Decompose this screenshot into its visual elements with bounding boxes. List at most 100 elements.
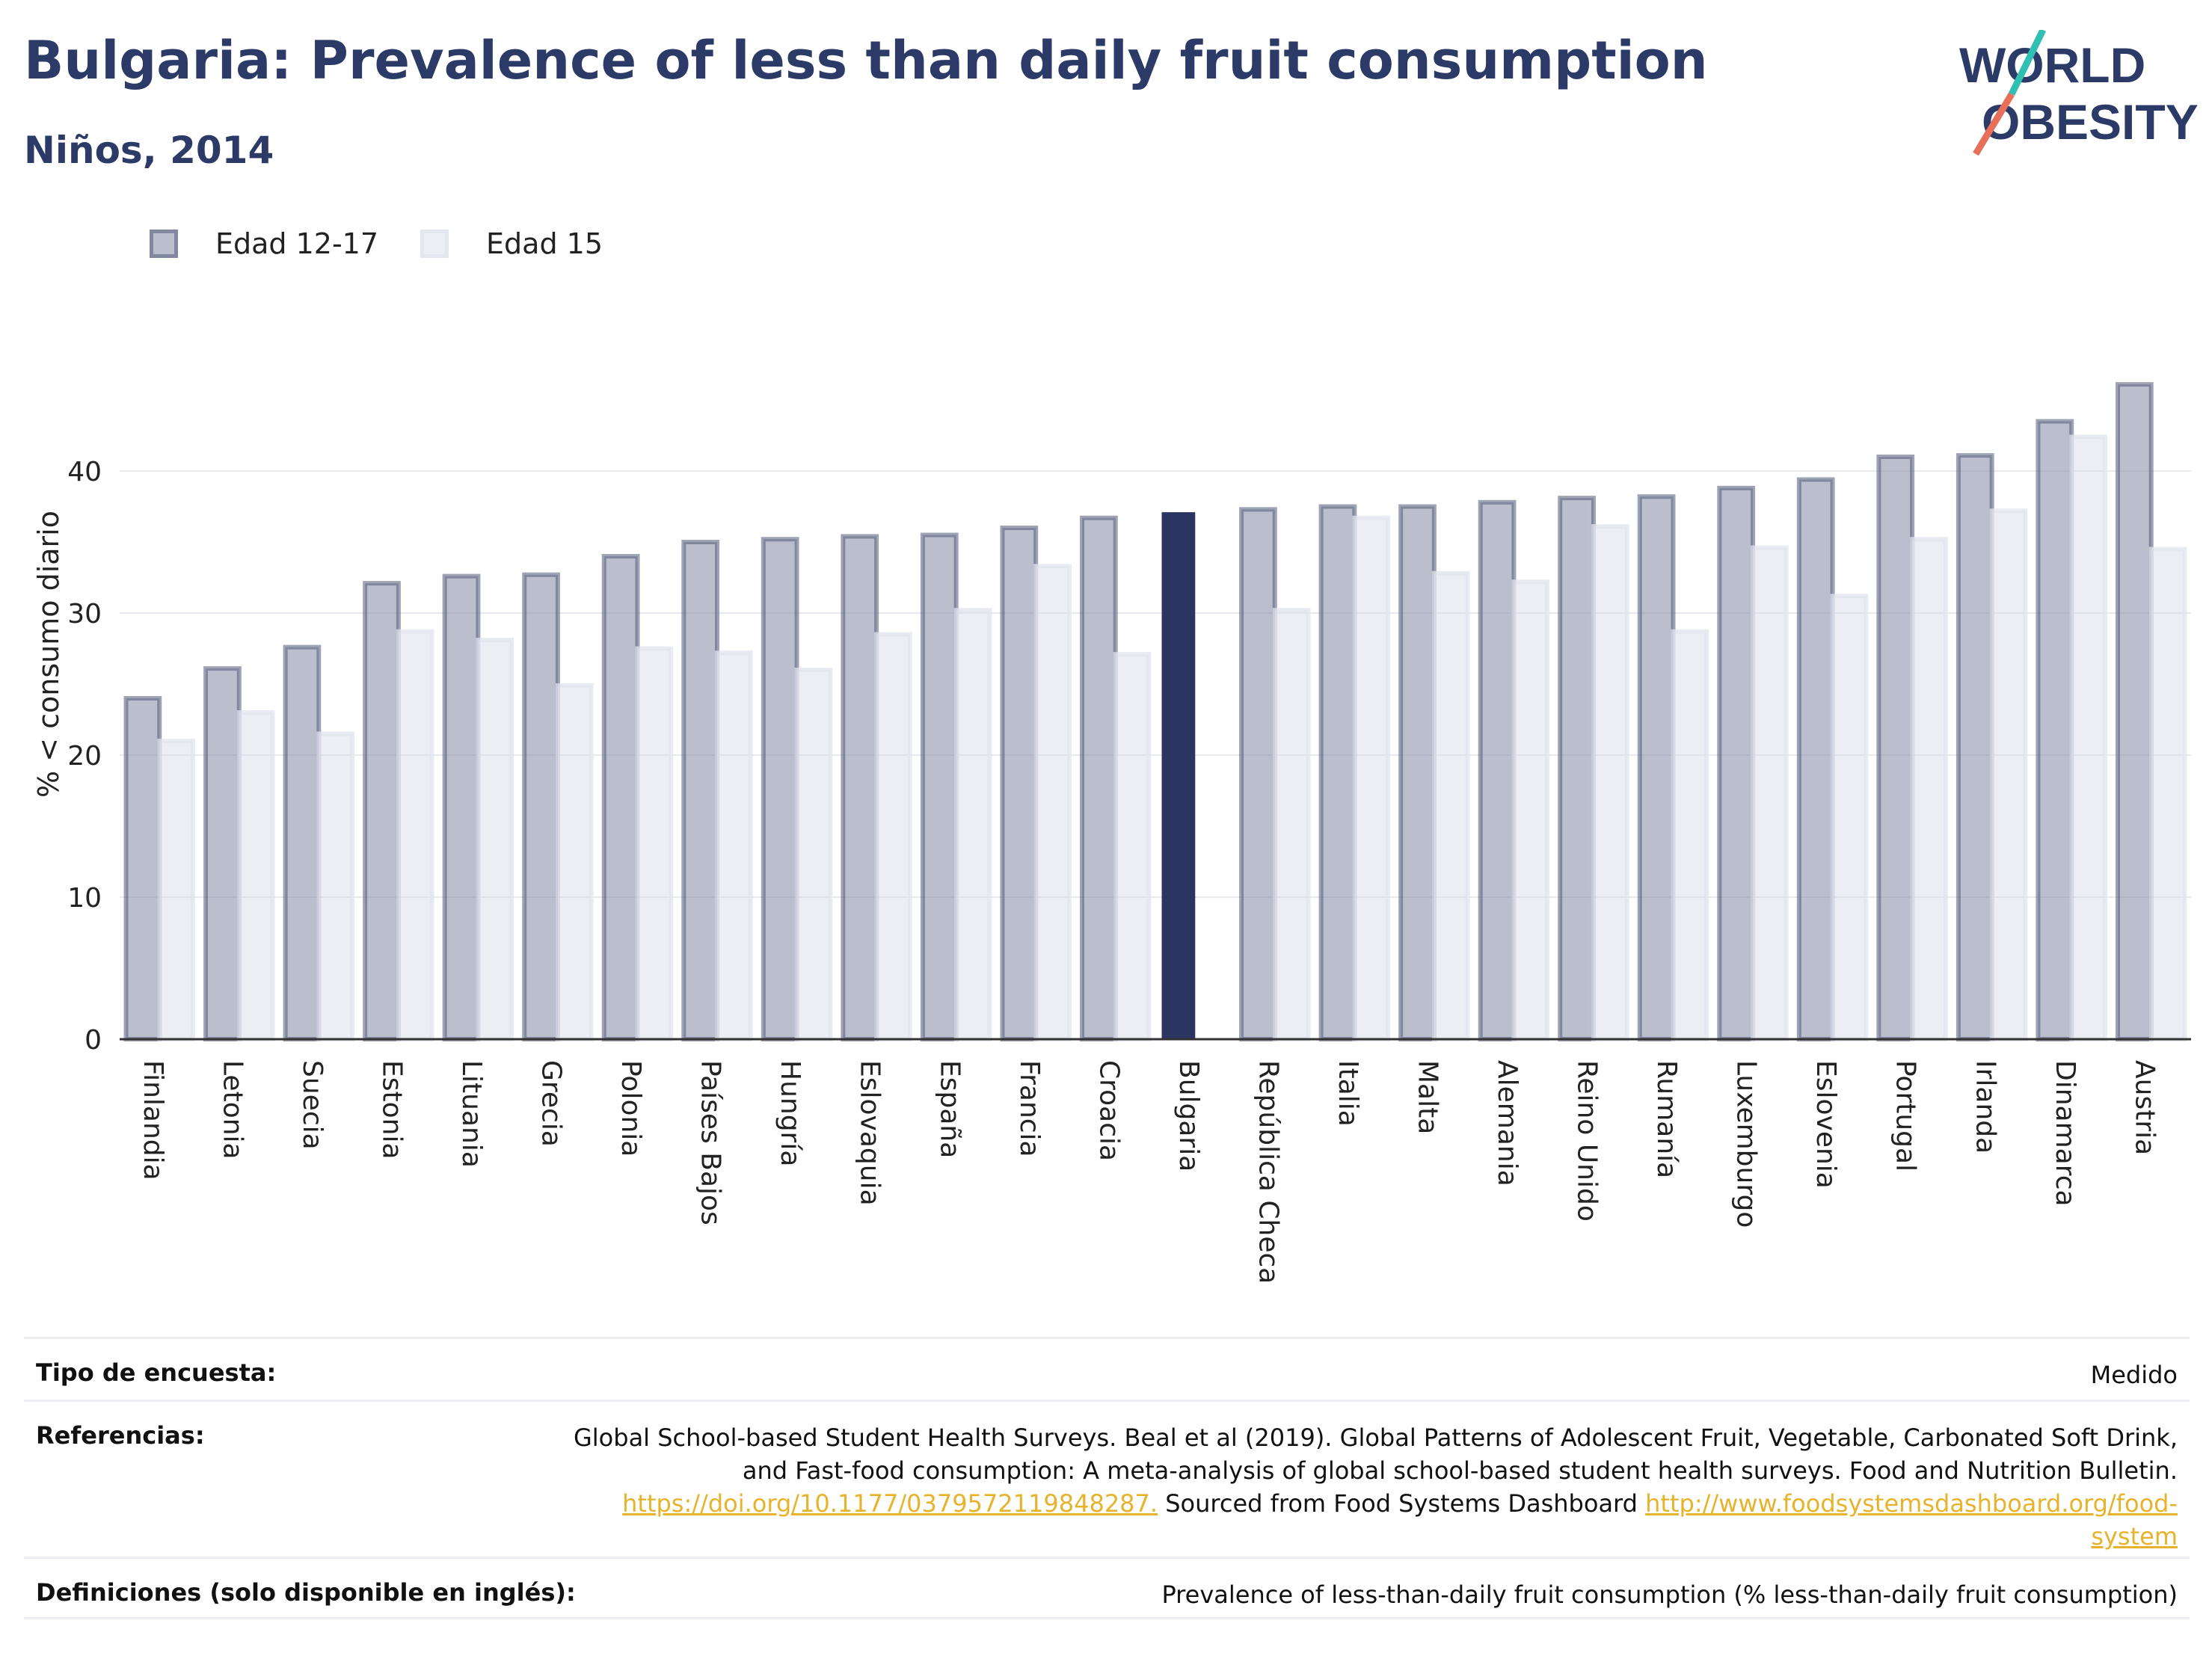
x-tick-label: Rumanía	[1651, 1060, 1682, 1178]
bar-series2	[1751, 545, 1789, 1042]
bar-series2	[2148, 547, 2187, 1041]
bar-series2	[1910, 537, 1948, 1041]
bar-series2	[157, 739, 196, 1041]
bar-series1	[203, 666, 242, 1041]
x-tick-label: Reino Unido	[1572, 1060, 1603, 1222]
bar-series2	[1272, 608, 1311, 1041]
bar-series2	[1431, 570, 1470, 1041]
bar-series1	[363, 581, 401, 1042]
x-tick-label: Polonia	[615, 1060, 646, 1157]
bar-series2	[1113, 652, 1152, 1042]
info-row-references: Referencias: Global School-based Student…	[24, 1400, 2190, 1557]
legend-item-series1[interactable]: Edad 12-17	[150, 227, 378, 260]
x-tick-label: Austria	[2129, 1060, 2160, 1155]
references-line2: and Fast-food consumption: A meta-analys…	[742, 1456, 2178, 1485]
legend-item-series2[interactable]: Edad 15	[420, 227, 603, 260]
bar-series1	[442, 573, 481, 1042]
bar-series1	[123, 696, 162, 1041]
logo-slash-coral	[1973, 92, 2015, 156]
info-row-definitions: Definiciones (solo disponible en inglés)…	[24, 1557, 2190, 1619]
survey-value: Medido	[2090, 1361, 2178, 1389]
x-tick-label: Países Bajos	[695, 1060, 726, 1225]
x-tick-label: Irlanda	[1970, 1060, 2000, 1154]
page-subtitle: Niños, 2014	[24, 129, 274, 172]
legend-label-series1: Edad 12-17	[215, 227, 379, 260]
bar-series1	[2115, 382, 2154, 1042]
x-tick-label: Grecia	[536, 1060, 567, 1147]
bar-series1	[1956, 453, 1994, 1042]
bar-series1	[1876, 455, 1915, 1041]
bar-series1	[1796, 477, 1835, 1041]
x-tick-label: Bulgaria	[1173, 1060, 1204, 1172]
bar-series2	[1671, 629, 1709, 1041]
bar-series2	[236, 710, 275, 1041]
x-tick-label: Eslovaquia	[855, 1060, 885, 1206]
x-tick-label: Alemania	[1492, 1060, 1523, 1186]
definitions-value: Prevalence of less-than-daily fruit cons…	[1161, 1580, 2178, 1609]
legend-swatch-series2	[420, 230, 449, 258]
bar-series1	[681, 540, 720, 1041]
x-tick-label: Eslovenia	[1810, 1060, 1841, 1189]
dashboard-link-part1[interactable]: http://www.foodsystemsdashboard.org/food…	[1645, 1489, 2178, 1518]
world-obesity-logo: WORLD OBESITY	[1959, 30, 2199, 156]
bar-series2	[953, 608, 992, 1041]
logo-line1: WORLD	[1959, 37, 2145, 93]
bar-series1	[1239, 507, 1277, 1041]
bar-series1	[1717, 485, 1756, 1041]
x-tick-label: España	[934, 1060, 965, 1158]
bar-series1	[283, 644, 322, 1042]
chart-legend: Edad 12-17 Edad 15	[150, 223, 645, 265]
bar-series1	[841, 534, 879, 1041]
bar-series1	[1079, 515, 1118, 1041]
bar-series1	[2036, 419, 2074, 1041]
bar-series2	[794, 668, 833, 1041]
logo-line2: OBESITY	[1982, 94, 2199, 150]
x-tick-label: Suecia	[297, 1060, 328, 1150]
bar-series1	[1558, 496, 1596, 1042]
logo-slash-teal	[2008, 30, 2047, 96]
bar-series1	[1000, 526, 1039, 1041]
x-tick-label: Lituania	[456, 1060, 487, 1168]
references-line1: Global School-based Student Health Surve…	[573, 1423, 2178, 1452]
y-tick-label: 30	[67, 599, 102, 630]
definitions-label: Definiciones (solo disponible en inglés)…	[36, 1578, 576, 1607]
x-tick-label: Francia	[1014, 1060, 1045, 1157]
bar-series1	[1637, 494, 1676, 1041]
bar-series2	[1033, 564, 1072, 1041]
bar-series2	[1352, 515, 1391, 1041]
y-tick-label: 10	[67, 883, 102, 914]
bar-highlight	[1161, 512, 1196, 1039]
references-value: Global School-based Student Health Surve…	[574, 1421, 2178, 1557]
bar-series1	[1398, 504, 1437, 1041]
y-tick-label: 0	[85, 1025, 102, 1056]
doi-link[interactable]: https://doi.org/10.1177/0379572119848287…	[622, 1489, 1158, 1518]
bar-series1	[1478, 499, 1517, 1041]
references-line4: system	[574, 1520, 2178, 1553]
x-tick-label: Finlandia	[138, 1060, 168, 1181]
x-tick-label: Portugal	[1890, 1060, 1921, 1172]
references-line3: https://doi.org/10.1177/0379572119848287…	[574, 1487, 2178, 1520]
page-title: Bulgaria: Prevalence of less than daily …	[24, 30, 1708, 91]
references-label: Referencias:	[36, 1421, 205, 1450]
references-mid-text: Sourced from Food Systems Dashboard	[1158, 1489, 1646, 1518]
bar-series2	[316, 731, 355, 1041]
bar-series2	[1989, 508, 2028, 1041]
info-row-survey: Tipo de encuesta: Medido	[24, 1337, 2190, 1400]
bar-series2	[476, 638, 514, 1042]
bar-chart: 0 10 20 30 40% < consumo diario Finlandia Leto…	[32, 382, 2191, 1284]
bar-series1	[761, 537, 799, 1041]
dashboard-link-part2[interactable]: system	[2091, 1522, 2178, 1551]
bar-series1	[522, 572, 560, 1041]
legend-swatch-series1	[150, 230, 178, 258]
x-tick-label: Italia	[1333, 1060, 1363, 1127]
x-tick-label: República Checa	[1253, 1060, 1283, 1284]
bar-series2	[1511, 579, 1550, 1041]
bar-series2	[715, 650, 753, 1041]
bar-series1	[1318, 504, 1357, 1041]
info-table: Tipo de encuesta: Medido Referencias: Gl…	[24, 1337, 2190, 1619]
x-tick-label: Letonia	[217, 1060, 248, 1160]
x-tick-label: Malta	[1413, 1060, 1443, 1134]
x-tick-label: Luxemburgo	[1731, 1060, 1762, 1228]
y-axis-label: % < consumo diario	[32, 511, 65, 798]
bar-series2	[874, 632, 912, 1041]
